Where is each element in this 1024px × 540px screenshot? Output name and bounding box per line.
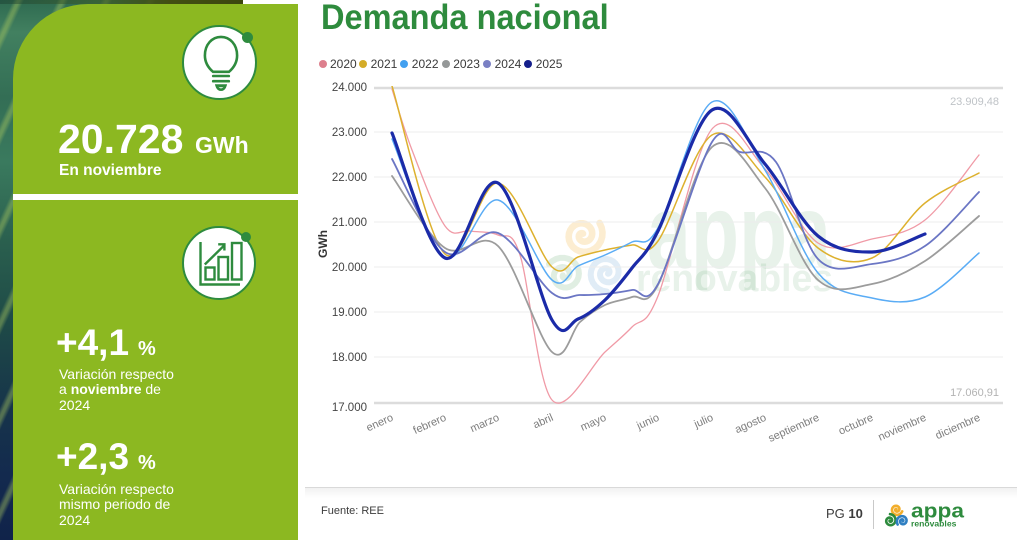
svg-text:diciembre: diciembre (934, 412, 982, 442)
svg-text:20.000: 20.000 (332, 262, 367, 274)
svg-text:18.000: 18.000 (332, 352, 367, 364)
svg-text:23.909,48: 23.909,48 (950, 96, 999, 108)
svg-text:appa: appa (911, 499, 965, 522)
svg-text:renovables: renovables (636, 258, 833, 299)
svg-text:septiembre: septiembre (767, 412, 822, 445)
svg-text:octubre: octubre (837, 412, 875, 438)
svg-text:abril: abril (531, 412, 555, 431)
svg-text:22.000: 22.000 (332, 172, 367, 184)
svg-text:17.060,91: 17.060,91 (950, 387, 999, 399)
svg-text:junio: junio (634, 412, 661, 433)
svg-text:GWh: GWh (316, 230, 330, 258)
svg-text:renovables: renovables (911, 519, 957, 529)
svg-text:febrero: febrero (411, 412, 448, 437)
svg-text:24.000: 24.000 (332, 82, 367, 94)
svg-text:agosto: agosto (733, 412, 768, 436)
svg-text:mayo: mayo (579, 412, 608, 434)
svg-text:julio: julio (692, 412, 716, 431)
svg-text:19.000: 19.000 (332, 307, 367, 319)
svg-text:23.000: 23.000 (332, 127, 367, 139)
svg-text:marzo: marzo (468, 412, 501, 435)
svg-text:noviembre: noviembre (876, 412, 928, 444)
svg-text:17.000: 17.000 (332, 402, 367, 414)
svg-text:enero: enero (365, 412, 396, 434)
svg-text:21.000: 21.000 (332, 217, 367, 229)
